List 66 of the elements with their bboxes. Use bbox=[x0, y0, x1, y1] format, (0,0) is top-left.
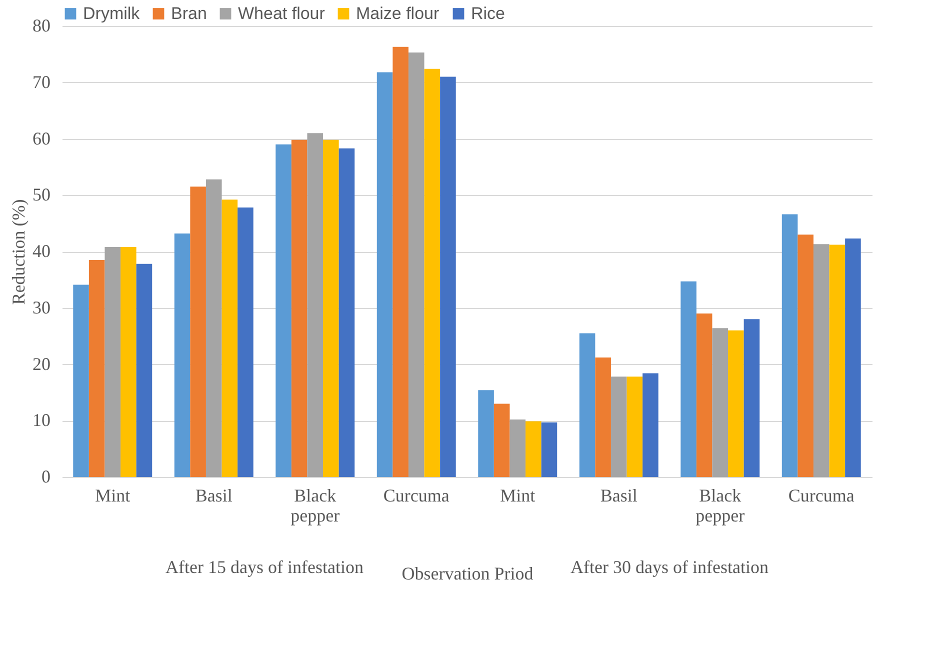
bar bbox=[408, 52, 424, 477]
bar bbox=[610, 376, 627, 477]
y-tick-label: 80 bbox=[32, 16, 50, 36]
legend-label: Bran bbox=[171, 4, 207, 23]
legend-label: Rice bbox=[471, 4, 506, 23]
bar bbox=[307, 133, 324, 477]
legend-label: Maize flour bbox=[356, 4, 440, 23]
bar bbox=[642, 373, 658, 477]
y-tick-label: 0 bbox=[42, 466, 50, 486]
y-tick-label: 50 bbox=[32, 184, 50, 205]
bar bbox=[104, 246, 121, 477]
bar bbox=[206, 179, 222, 477]
bar bbox=[626, 376, 643, 477]
bar bbox=[323, 140, 339, 477]
legend-label: Wheat flour bbox=[238, 4, 326, 23]
bar bbox=[276, 144, 292, 477]
bar bbox=[728, 330, 744, 477]
bar bbox=[120, 246, 136, 477]
bar bbox=[238, 208, 254, 477]
y-axis-title: Reduction (%) bbox=[8, 199, 28, 305]
y-tick-label: 60 bbox=[32, 128, 50, 148]
legend-label: Drymilk bbox=[83, 4, 140, 23]
bar bbox=[510, 420, 526, 477]
x-axis-title: Observation Priod bbox=[402, 564, 534, 584]
bar bbox=[829, 244, 846, 477]
bar bbox=[376, 72, 393, 477]
bar bbox=[478, 390, 494, 477]
bar bbox=[392, 46, 408, 477]
bar bbox=[136, 264, 152, 477]
bar bbox=[222, 200, 238, 477]
y-tick-label: 40 bbox=[32, 241, 50, 261]
bar bbox=[541, 422, 558, 477]
y-tick-label: 30 bbox=[32, 297, 50, 318]
bar bbox=[174, 233, 190, 477]
bar bbox=[680, 281, 696, 477]
text: After 15 days of infestation bbox=[166, 557, 364, 577]
bar bbox=[744, 319, 760, 477]
bar bbox=[579, 333, 596, 477]
bar bbox=[595, 357, 611, 477]
bar bbox=[424, 68, 440, 477]
bar bbox=[845, 238, 861, 477]
bar bbox=[440, 76, 456, 477]
bar bbox=[712, 328, 728, 477]
x-tick-label: Curcuma bbox=[383, 486, 450, 506]
bar bbox=[291, 140, 308, 477]
y-tick-label: 10 bbox=[32, 410, 50, 430]
bar bbox=[526, 421, 542, 477]
bar bbox=[73, 284, 89, 477]
bar bbox=[494, 404, 510, 477]
bar bbox=[798, 234, 814, 477]
bar bbox=[338, 148, 355, 477]
bar bbox=[88, 260, 105, 477]
x-tick-label: Black pepper bbox=[290, 486, 340, 526]
text: After 30 days of infestation bbox=[570, 557, 768, 577]
bar bbox=[782, 214, 798, 477]
x-tick-label: Basil bbox=[195, 486, 232, 506]
bar bbox=[190, 186, 206, 477]
y-tick-label: 20 bbox=[32, 354, 50, 374]
x-tick-label: Mint bbox=[95, 486, 130, 506]
bar bbox=[813, 244, 830, 477]
x-tick-label: Black pepper bbox=[696, 486, 745, 526]
x-tick-label: Basil bbox=[600, 486, 638, 506]
y-tick-label: 70 bbox=[32, 72, 50, 92]
bar bbox=[696, 314, 712, 477]
x-tick-label: Curcuma bbox=[788, 486, 854, 506]
x-tick-label: Mint bbox=[500, 486, 536, 506]
